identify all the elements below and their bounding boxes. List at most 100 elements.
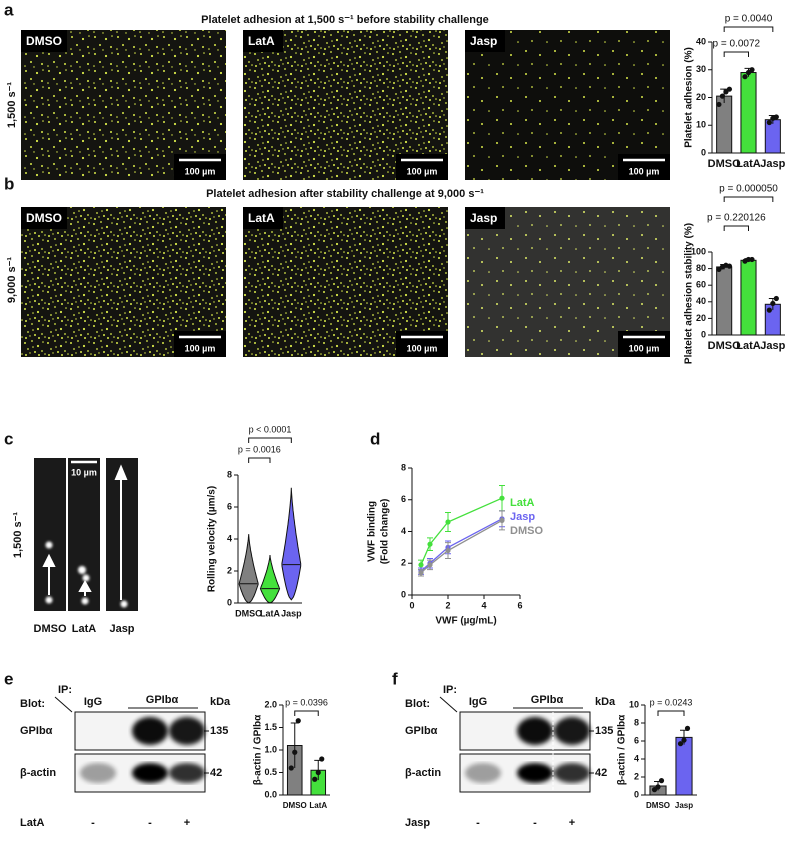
scale-bar-box — [396, 331, 448, 357]
violin — [281, 487, 302, 601]
lane-label: IgG — [469, 696, 487, 708]
data-point — [292, 749, 298, 755]
data-point — [726, 86, 733, 92]
x-tick-label: Jasp — [675, 801, 693, 810]
image-labels: DMSO 100 µm LatA 100 µm Jasp 100 µm DMSO 100 µm… — [21, 30, 670, 357]
divider — [439, 696, 458, 713]
side-label: 9,000 s⁻¹ — [6, 257, 18, 304]
treatment-label: LatA — [20, 817, 45, 829]
row-title: Platelet adhesion after stability challe… — [206, 188, 484, 200]
blot-row-label: β-actin — [405, 767, 441, 779]
y-tick-label: 4 — [227, 533, 232, 543]
legend-label: LatA — [510, 497, 535, 509]
y-axis-label: Platelet adhesion (%) — [684, 47, 695, 148]
violin — [259, 554, 281, 604]
data-point — [655, 784, 661, 790]
band — [517, 763, 553, 783]
p-value: p = 0.0016 — [238, 444, 281, 454]
series-line — [420, 519, 503, 574]
lane-label: GPIbα — [146, 694, 179, 706]
kda-value: 135 — [210, 725, 228, 737]
side-label: 1,500 s⁻¹ — [12, 512, 24, 559]
x-tick-label: Jasp — [281, 608, 302, 618]
y-tick-label: 20 — [696, 92, 706, 102]
divider — [54, 696, 73, 713]
y-tick-label: 0 — [401, 589, 406, 599]
data-point — [499, 517, 505, 523]
p-value: p = 0.000050 — [719, 184, 778, 195]
data-point — [295, 718, 301, 724]
series-line — [420, 497, 503, 566]
data-point — [658, 778, 665, 784]
band — [169, 717, 205, 745]
kda-label: kDa — [595, 696, 616, 708]
data-point — [651, 787, 658, 793]
panel-label: a — [4, 0, 14, 19]
y-tick-label: 30 — [696, 64, 706, 74]
data-point — [723, 89, 729, 95]
significance-bracket — [723, 26, 774, 32]
x-tick-label: DMSO — [235, 608, 262, 618]
image-label: Jasp — [109, 623, 134, 635]
data-point — [427, 541, 433, 547]
y-tick-label: 20 — [696, 313, 706, 323]
p-value: p = 0.220126 — [707, 213, 766, 224]
scale-bar-label: 100 µm — [629, 343, 660, 353]
violin — [238, 534, 259, 604]
panel-label: c — [4, 429, 13, 448]
scale-bar-label: 100 µm — [185, 166, 216, 176]
treatment-label: Jasp — [405, 817, 430, 829]
sign: - — [148, 817, 152, 829]
blot-row-label: GPIbα — [405, 725, 438, 737]
y-tick-label: 1.0 — [264, 744, 277, 754]
significance-bracket — [248, 437, 292, 443]
p-value: p < 0.0001 — [249, 424, 292, 434]
scale-bar-box — [174, 331, 226, 357]
x-axis-label: VWF (µg/mL) — [435, 616, 496, 627]
y-tick-label: 4 — [401, 526, 406, 536]
data-point — [288, 765, 294, 771]
x-tick-label: DMSO — [708, 158, 741, 170]
row-title: Platelet adhesion at 1,500 s⁻¹ before st… — [201, 14, 489, 26]
ip-label: IP: — [443, 684, 457, 696]
band — [80, 763, 116, 783]
bar — [740, 259, 757, 336]
blot-label: Blot: — [20, 698, 45, 710]
data-point — [499, 495, 505, 501]
band — [465, 763, 501, 783]
label-box — [243, 30, 283, 52]
legend-label: Jasp — [510, 511, 535, 523]
kymographs: 10 µm DMSO LatA Jasp — [34, 458, 138, 635]
x-tick-label: 0 — [409, 600, 414, 610]
band — [132, 763, 168, 783]
scale-bar-label: 100 µm — [407, 166, 438, 176]
data-point — [681, 737, 687, 743]
y-tick-label: 2.0 — [264, 699, 277, 709]
label-box — [21, 207, 67, 229]
scale-bar-label: 100 µm — [407, 343, 438, 353]
kda-value: 135 — [595, 725, 613, 737]
sign: - — [533, 817, 537, 829]
y-tick-label: 0.5 — [264, 767, 277, 777]
data-point — [418, 562, 424, 568]
blot-row-label: GPIbα — [20, 725, 53, 737]
y-tick-label: 2 — [634, 771, 639, 781]
y-tick-label: 0.0 — [264, 789, 277, 799]
x-tick-label: Jasp — [760, 340, 785, 352]
data-point — [719, 93, 726, 99]
y-tick-label: 0 — [634, 789, 639, 799]
band — [169, 763, 205, 783]
chart: 0 2 4 6 8 VWF binding (Fold change) 0 2 4 6 VWF (µg… — [367, 462, 544, 626]
bar — [764, 119, 781, 154]
blot-row-label: β-actin — [20, 767, 56, 779]
ip-label: IP: — [58, 684, 72, 696]
kda-value: 42 — [210, 767, 222, 779]
data-point — [716, 101, 722, 108]
bar — [740, 72, 757, 154]
y-axis-label: Rolling velocity (µm/s) — [207, 486, 218, 592]
data-point — [445, 519, 451, 525]
bar — [675, 736, 693, 796]
label-box — [465, 30, 505, 52]
